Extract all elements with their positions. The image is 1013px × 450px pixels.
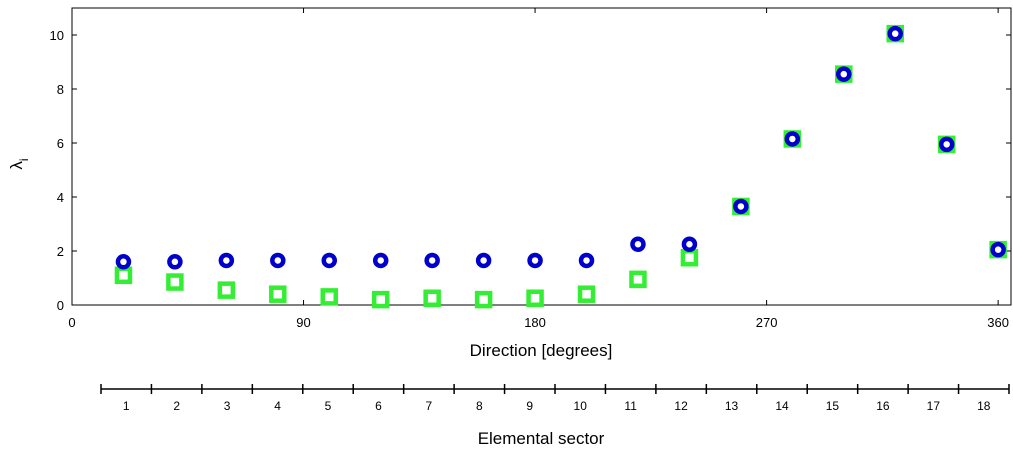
circle-point (836, 66, 852, 82)
y-tick-label: 6 (57, 136, 64, 151)
y-tick-label: 4 (57, 190, 64, 205)
sector-tick-label: 8 (476, 399, 483, 413)
circle-point (938, 136, 955, 153)
sector-axis: 1 2 3 4 5 6 7 8 9 10 11 12 13 14 15 16 17 18 (100, 384, 1010, 413)
square-point (269, 285, 287, 303)
y-axis: 0 2 4 6 8 10 (50, 28, 1011, 313)
y-tick-label: 10 (50, 28, 64, 43)
sector-tick-label: 11 (624, 399, 637, 413)
circle-point (733, 198, 749, 215)
circle-point (167, 254, 183, 270)
sector-tick-label: 6 (375, 399, 382, 413)
sector-tick-label: 16 (876, 399, 890, 413)
circle-point (527, 252, 543, 269)
x-tick-label: 360 (987, 315, 1009, 330)
y-tick-label: 0 (57, 298, 64, 313)
circle-point (218, 252, 235, 269)
x-axis: 0 90 180 270 360 (68, 8, 1009, 330)
sector-tick-label: 10 (574, 399, 588, 413)
circle-point (115, 254, 132, 270)
y-tick-label: 2 (57, 244, 64, 259)
square-point (423, 289, 441, 307)
sector-tick-label: 7 (426, 399, 433, 413)
sector-tick-label: 17 (927, 399, 941, 413)
x-tick-label: 180 (524, 315, 546, 330)
square-point (629, 270, 647, 289)
sector-tick-label: 5 (325, 399, 332, 413)
circle-point (681, 236, 698, 252)
x-axis-label: Direction [degrees] (470, 341, 613, 360)
circle-point (784, 131, 801, 147)
sector-tick-label: 14 (775, 399, 789, 413)
circle-point (578, 252, 595, 269)
y-axis-label-subscript: i (17, 158, 31, 161)
sector-tick-label: 4 (274, 399, 281, 413)
circle-point (475, 252, 492, 269)
sector-tick-label: 3 (224, 399, 231, 413)
sector-tick-label: 18 (977, 399, 991, 413)
sector-tick-label: 9 (526, 399, 533, 413)
sector-tick-label: 15 (826, 399, 840, 413)
square-point (474, 290, 493, 309)
circle-point (321, 252, 338, 269)
sector-tick-label: 12 (674, 399, 688, 413)
square-point (217, 281, 236, 299)
square-point (680, 249, 699, 267)
x-tick-label: 270 (756, 315, 778, 330)
x-tick-label: 0 (68, 315, 75, 330)
circle-point (630, 236, 646, 252)
x-tick-label: 90 (296, 315, 310, 330)
y-tick-label: 8 (57, 82, 64, 97)
y-axis-label-symbol: λ (7, 161, 26, 170)
square-point (577, 285, 596, 303)
square-point (371, 290, 390, 309)
square-point (114, 266, 133, 285)
square-point (166, 273, 184, 291)
square-point (320, 288, 339, 306)
data-points (114, 24, 1007, 309)
circle-point (372, 252, 389, 269)
sector-tick-label: 13 (725, 399, 739, 413)
circle-point (887, 25, 903, 42)
y-axis-label: λi (7, 158, 31, 169)
sector-tick-label: 2 (173, 399, 180, 413)
sector-tick-label: 1 (123, 399, 130, 413)
circle-point (990, 241, 1006, 258)
square-point (526, 289, 544, 307)
circle-point (270, 252, 286, 269)
circle-point (424, 252, 440, 269)
sector-axis-label: Elemental sector (478, 429, 605, 448)
